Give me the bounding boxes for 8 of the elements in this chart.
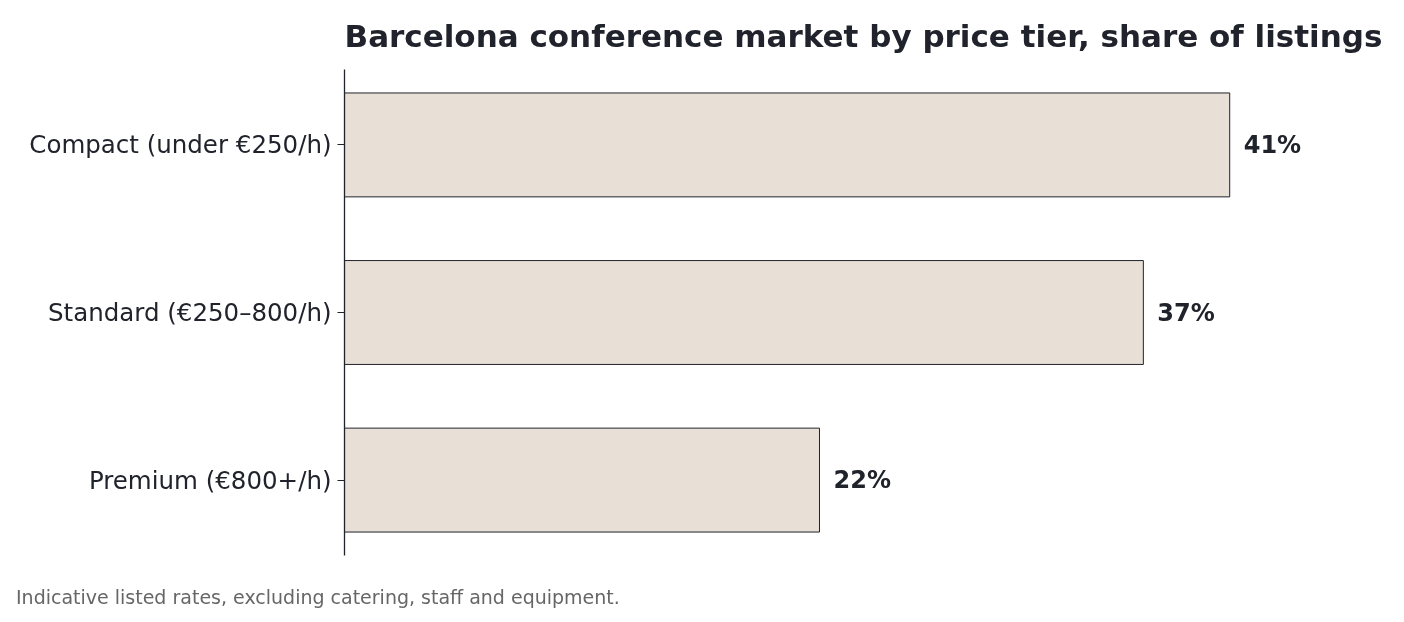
data-label: 22% xyxy=(833,466,891,495)
text: Indicative listed rates, excluding catering, staff and equipment. xyxy=(16,585,620,610)
y-tick-label: Compact (under €250/h) xyxy=(29,130,332,160)
data-label: 41% xyxy=(1243,130,1302,159)
data-label: 37% xyxy=(1157,298,1215,327)
chart-title: Barcelona conference market by price tier, share of listings xyxy=(344,18,1383,54)
y-tick-label: Standard (€250–800/h) xyxy=(47,298,332,327)
y-tick-label: Premium (€800+/h) xyxy=(88,465,332,495)
